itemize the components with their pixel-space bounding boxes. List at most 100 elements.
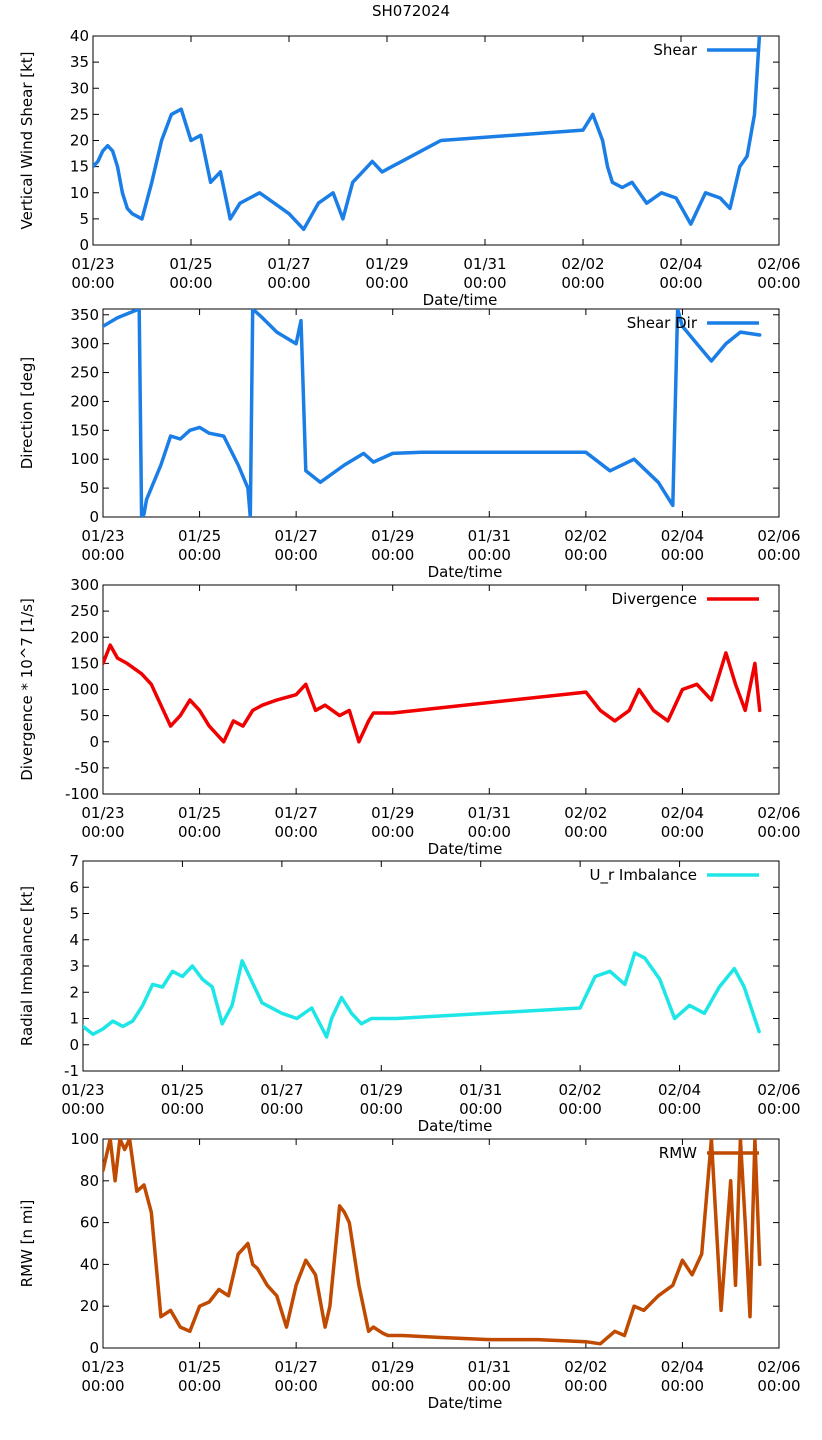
x-tick-label-date: 02/02 — [564, 804, 607, 822]
panel-4: -10123456701/2300:0001/2500:0001/2700:00… — [18, 852, 801, 1135]
x-tick-label-date: 02/02 — [561, 255, 604, 273]
y-tick-label: 20 — [80, 1297, 99, 1315]
y-tick-label: 350 — [70, 306, 99, 324]
x-tick-label-time: 00:00 — [757, 1377, 800, 1395]
x-tick-label-date: 01/29 — [371, 804, 414, 822]
x-tick-label-time: 00:00 — [365, 274, 408, 292]
y-axis-label: Vertical Wind Shear [kt] — [18, 51, 36, 229]
x-tick-label-time: 00:00 — [757, 823, 800, 841]
x-tick-label-time: 00:00 — [559, 1100, 602, 1118]
x-tick-label-time: 00:00 — [561, 274, 604, 292]
x-tick-label-time: 00:00 — [61, 1100, 104, 1118]
legend-label: RMW — [659, 1144, 697, 1162]
x-tick-label-date: 01/23 — [71, 255, 114, 273]
y-tick-label: -100 — [65, 785, 99, 803]
x-tick-label-date: 01/25 — [161, 1081, 204, 1099]
x-tick-label-date: 02/04 — [661, 1358, 704, 1376]
x-tick-label-date: 01/27 — [275, 527, 318, 545]
x-tick-label-time: 00:00 — [661, 546, 704, 564]
series-line — [103, 643, 762, 744]
y-tick-label: 150 — [70, 421, 99, 439]
y-tick-label: 100 — [70, 1130, 99, 1148]
series-line — [103, 1139, 762, 1346]
y-tick-label: 5 — [79, 210, 89, 228]
x-tick-label-time: 00:00 — [659, 274, 702, 292]
x-axis-label: Date/time — [428, 840, 503, 858]
plot-frame — [92, 35, 780, 246]
x-tick-label-time: 00:00 — [757, 1100, 800, 1118]
x-tick-label-time: 00:00 — [260, 1100, 303, 1118]
y-tick-label: 0 — [89, 508, 99, 526]
x-axis-label: Date/time — [428, 563, 503, 581]
x-tick-label-date: 02/04 — [661, 527, 704, 545]
y-tick-label: 250 — [70, 364, 99, 382]
x-tick-label-time: 00:00 — [459, 1100, 502, 1118]
panel-2: 05010015020025030035001/2300:0001/2500:0… — [18, 306, 801, 581]
x-tick-label-date: 02/06 — [757, 527, 800, 545]
x-tick-label-date: 01/29 — [365, 255, 408, 273]
x-tick-label-date: 01/25 — [169, 255, 212, 273]
y-tick-label: 50 — [80, 707, 99, 725]
x-tick-label-time: 00:00 — [757, 274, 800, 292]
x-tick-label-date: 02/06 — [757, 1081, 800, 1099]
x-tick-label-time: 00:00 — [81, 546, 124, 564]
y-tick-label: 100 — [70, 450, 99, 468]
y-tick-label: 6 — [69, 878, 79, 896]
y-tick-label: 50 — [80, 479, 99, 497]
x-tick-label-date: 01/27 — [267, 255, 310, 273]
x-tick-label-date: 01/27 — [275, 1358, 318, 1376]
panel-3: -100-5005010015020025030001/2300:0001/25… — [18, 576, 801, 858]
x-tick-label-time: 00:00 — [661, 1377, 704, 1395]
y-tick-label: 200 — [70, 392, 99, 410]
x-axis-label: Date/time — [428, 1394, 503, 1412]
x-tick-label-time: 00:00 — [71, 274, 114, 292]
x-tick-label-date: 02/04 — [661, 804, 704, 822]
x-tick-label-time: 00:00 — [81, 1377, 124, 1395]
x-tick-label-time: 00:00 — [178, 1377, 221, 1395]
x-tick-label-time: 00:00 — [468, 546, 511, 564]
x-tick-label-time: 00:00 — [275, 823, 318, 841]
x-tick-label-time: 00:00 — [169, 274, 212, 292]
y-tick-label: 30 — [70, 79, 89, 97]
x-tick-label-time: 00:00 — [468, 823, 511, 841]
x-tick-label-date: 01/31 — [468, 804, 511, 822]
legend-label: U_r Imbalance — [589, 866, 697, 885]
y-tick-label: 5 — [69, 905, 79, 923]
x-tick-label-date: 01/31 — [459, 1081, 502, 1099]
plot-frame — [102, 584, 780, 795]
panel-1: 051015202530354001/2300:0001/2500:0001/2… — [18, 27, 801, 309]
y-tick-label: 80 — [80, 1172, 99, 1190]
series-line — [103, 309, 762, 517]
x-axis-label: Date/time — [418, 1117, 493, 1135]
y-tick-label: 15 — [70, 158, 89, 176]
x-tick-label-time: 00:00 — [661, 823, 704, 841]
plot-frame — [82, 860, 780, 1072]
figure-title: SH072024 — [372, 2, 450, 20]
x-tick-label-time: 00:00 — [178, 546, 221, 564]
y-tick-label: 150 — [70, 654, 99, 672]
x-tick-label-date: 01/23 — [81, 804, 124, 822]
y-tick-label: 200 — [70, 628, 99, 646]
x-tick-label-time: 00:00 — [371, 823, 414, 841]
legend-label: Shear — [653, 41, 697, 59]
x-tick-label-time: 00:00 — [564, 823, 607, 841]
y-tick-label: -1 — [64, 1062, 79, 1080]
x-tick-label-time: 00:00 — [267, 274, 310, 292]
x-tick-label-time: 00:00 — [463, 274, 506, 292]
y-tick-label: 7 — [69, 852, 79, 870]
y-axis-label: RMW [n mi] — [18, 1200, 36, 1288]
y-tick-label: 60 — [80, 1214, 99, 1232]
x-tick-label-date: 01/25 — [178, 527, 221, 545]
x-tick-label-time: 00:00 — [658, 1100, 701, 1118]
x-tick-label-time: 00:00 — [81, 823, 124, 841]
y-tick-label: 35 — [70, 53, 89, 71]
y-tick-label: 20 — [70, 132, 89, 150]
x-tick-label-time: 00:00 — [371, 546, 414, 564]
y-tick-label: 0 — [79, 236, 89, 254]
y-tick-label: 100 — [70, 681, 99, 699]
x-tick-label-date: 02/06 — [757, 804, 800, 822]
y-tick-label: 2 — [69, 983, 79, 1001]
x-tick-label-date: 01/31 — [468, 1358, 511, 1376]
y-tick-label: -50 — [75, 759, 100, 777]
